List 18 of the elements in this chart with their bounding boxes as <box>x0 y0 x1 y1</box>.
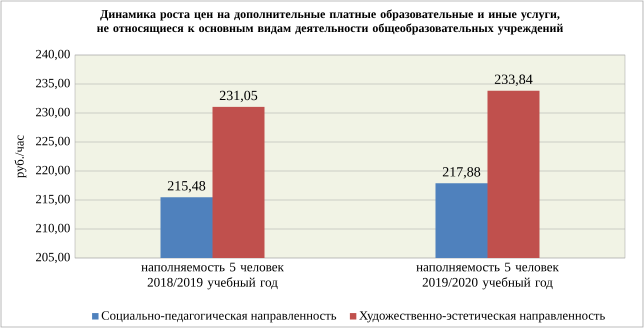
y-tick-label: 240,00 <box>36 50 70 60</box>
y-tick-label: 205,00 <box>36 252 70 264</box>
data-label: 217,88 <box>442 167 480 179</box>
y-tick-label: 230,00 <box>36 108 70 118</box>
x-tick-label: наполняемость 5 человек 2018/2019 учебный год <box>141 262 284 290</box>
data-label: 231,05 <box>220 90 258 102</box>
x-tick-label: наполняемость 5 человек 2019/2020 учебный год <box>416 262 559 290</box>
y-tick-label: 235,00 <box>36 78 70 90</box>
y-tick-label: 220,00 <box>36 166 70 176</box>
data-label: 215,48 <box>168 181 206 192</box>
data-label: 233,84 <box>494 74 533 86</box>
y-tick-label: 210,00 <box>36 224 70 234</box>
y-tick-label: 225,00 <box>36 136 70 148</box>
legend-label: Социально-педагогическая направленность <box>102 311 336 322</box>
chart-title: Динамика роста цен на дополнительные платные образовательные и иные услуги, не относящиеся к основным видам деятельности общеобразовательных учреждений <box>96 9 563 35</box>
legend-label: Художественно-эстетическая направленность <box>359 311 605 322</box>
y-axis-title: руб./час <box>14 135 26 178</box>
y-tick-label: 215,00 <box>36 194 70 206</box>
